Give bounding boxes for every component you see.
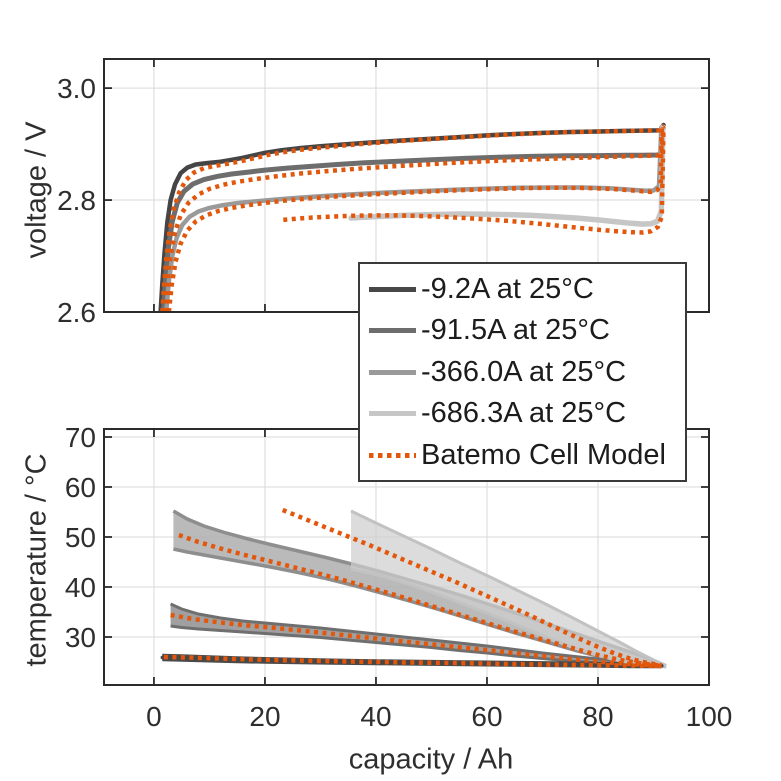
tick-labels: 2.6 2.8 3.0 <box>57 73 96 328</box>
series-line <box>166 127 665 312</box>
tick-marks <box>104 429 710 685</box>
series-line <box>170 612 660 669</box>
y-tick-label: 3.0 <box>57 73 96 104</box>
legend-line-sample-686-3A <box>369 411 416 416</box>
x-tick-label: 40 <box>360 701 391 732</box>
series-line <box>281 507 663 668</box>
series-line <box>162 127 666 312</box>
legend-label: -366.0A at 25°C <box>421 355 627 388</box>
data-layer <box>158 122 666 312</box>
y-tick-label: 30 <box>65 622 96 653</box>
x-tick-label: 0 <box>146 701 162 732</box>
band-edge <box>350 509 667 667</box>
legend-item: -686.3A at 25°C <box>360 397 685 430</box>
x-tick-label: 80 <box>582 701 613 732</box>
y-tick-label: 70 <box>65 422 96 453</box>
legend-label: -91.5A at 25°C <box>421 314 610 346</box>
series-line <box>160 124 666 312</box>
band-edge <box>169 602 662 667</box>
legend-line-sample-9-2A <box>369 286 416 292</box>
legend-label: -686.3A at 25°C <box>421 397 627 429</box>
x-tick-label: 20 <box>249 701 280 732</box>
data-layer <box>160 507 667 669</box>
temperature-axis-label: temperature / °C <box>20 453 53 667</box>
legend-item: -366.0A at 25°C <box>360 356 685 389</box>
legend-line-sample-batemo-model <box>369 452 416 458</box>
measurement-band <box>351 511 667 667</box>
series-line <box>348 124 666 227</box>
legend-label: Batemo Cell Model <box>421 438 666 471</box>
y-tick-label: 50 <box>65 522 96 553</box>
series-line <box>178 532 660 668</box>
legend: -9.2A at 25°C -91.5A at 25°C -366.0A at … <box>358 262 687 482</box>
series-line <box>163 654 662 669</box>
x-tick-label: 60 <box>471 701 502 732</box>
legend-label: -9.2A at 25°C <box>421 272 594 305</box>
voltage-axis-label: voltage / V <box>20 121 53 259</box>
legend-line-sample-366-0A <box>369 369 416 375</box>
series-line <box>163 125 664 312</box>
voltage-plot: 2.6 2.8 3.0 <box>57 58 710 328</box>
y-tick-label: 40 <box>65 572 96 603</box>
tick-labels: 30 40 50 60 70 0 20 40 60 80 100 <box>65 422 733 732</box>
legend-item: Batemo Cell Model <box>360 439 685 472</box>
legend-item: -9.2A at 25°C <box>360 273 685 306</box>
y-tick-label: 2.8 <box>57 185 96 216</box>
y-tick-label: 60 <box>65 472 96 503</box>
y-tick-label: 2.6 <box>57 297 96 328</box>
series-line <box>160 123 666 312</box>
legend-line-sample-91-5A <box>369 328 416 333</box>
legend-item: -91.5A at 25°C <box>360 314 685 347</box>
x-tick-label: 100 <box>686 701 733 732</box>
capacity-axis-label: capacity / Ah <box>348 743 514 776</box>
temperature-plot: 30 40 50 60 70 0 20 40 60 80 100 <box>65 422 733 732</box>
series-line <box>283 127 666 235</box>
